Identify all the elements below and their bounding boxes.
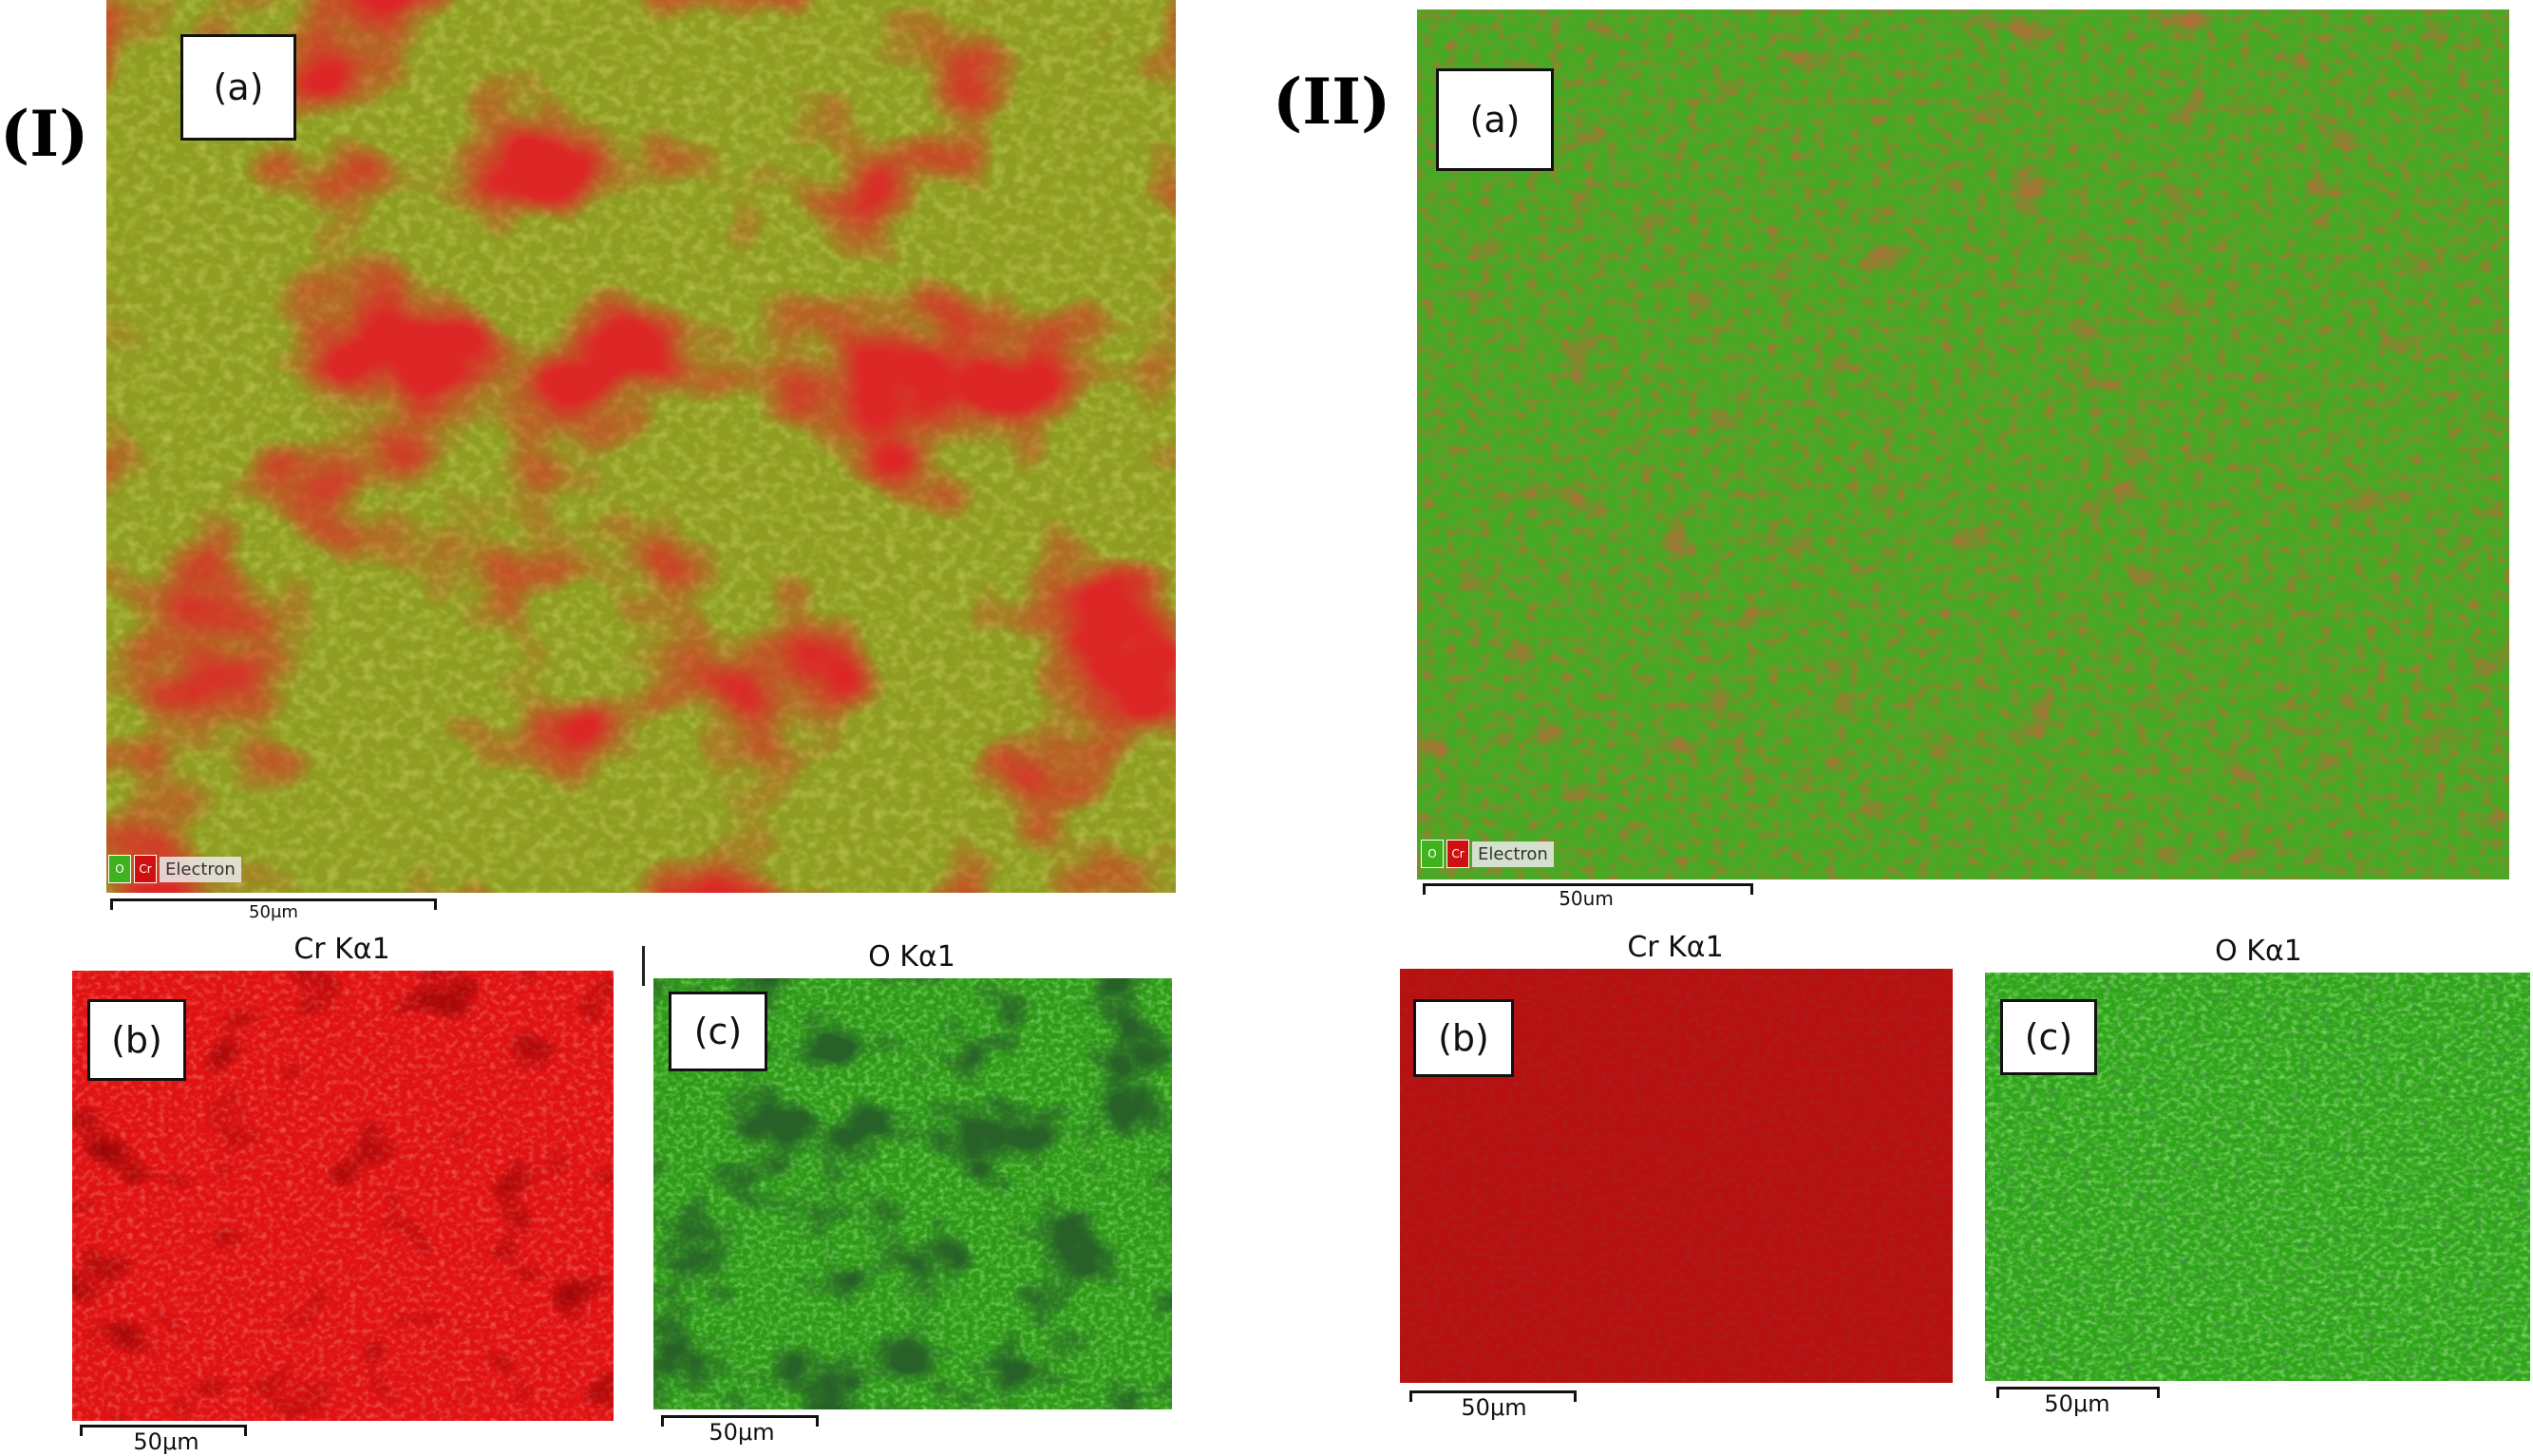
eds-overlay-map-I [106, 0, 1176, 893]
legend-swatch-oxygen: O [108, 855, 131, 883]
scale-label-I-b: 50μm [133, 1428, 199, 1455]
map-title-I-c: O Kα1 [868, 940, 955, 974]
scale-bar-II-c [1996, 1387, 2160, 1398]
panel-tag-I-a: (a) [180, 34, 296, 141]
scale-bar-I-b [80, 1425, 247, 1436]
map-legend-I-a: O Cr Electron [108, 855, 241, 883]
scale-bar-I-c [661, 1415, 819, 1427]
scale-label-I-a: 50μm [249, 902, 298, 922]
divider-tick [642, 946, 645, 986]
scale-label-II-a: 50um [1559, 887, 1614, 910]
legend-electron-label: Electron [160, 856, 241, 882]
panel-tag-II-b: (b) [1413, 999, 1514, 1077]
eds-o-map-II [1985, 973, 2530, 1381]
scale-label-II-b: 50μm [1461, 1394, 1527, 1421]
map-title-I-b: Cr Kα1 [293, 933, 390, 966]
scale-bar-I-a [110, 898, 437, 910]
map-legend-II-a: O Cr Electron [1421, 840, 1554, 868]
panel-tag-I-c: (c) [669, 992, 767, 1071]
scale-bar-II-b [1409, 1390, 1577, 1402]
legend-electron-label: Electron [1472, 841, 1554, 867]
scale-label-I-c: 50μm [709, 1419, 775, 1446]
legend-swatch-oxygen: O [1421, 840, 1444, 868]
panel-tag-II-c: (c) [2000, 999, 2097, 1075]
group-label-I: (I) [0, 97, 89, 171]
legend-swatch-chromium: Cr [134, 855, 157, 883]
map-title-II-c: O Kα1 [2215, 935, 2302, 968]
legend-swatch-chromium: Cr [1446, 840, 1469, 868]
panel-tag-II-a: (a) [1436, 68, 1554, 171]
scale-bar-II-a [1423, 883, 1753, 895]
panel-tag-I-b: (b) [87, 999, 186, 1081]
eds-overlay-map-II [1417, 9, 2509, 879]
map-title-II-b: Cr Kα1 [1627, 931, 1724, 964]
scale-label-II-c: 50μm [2044, 1390, 2110, 1417]
group-label-II: (II) [1273, 65, 1391, 139]
